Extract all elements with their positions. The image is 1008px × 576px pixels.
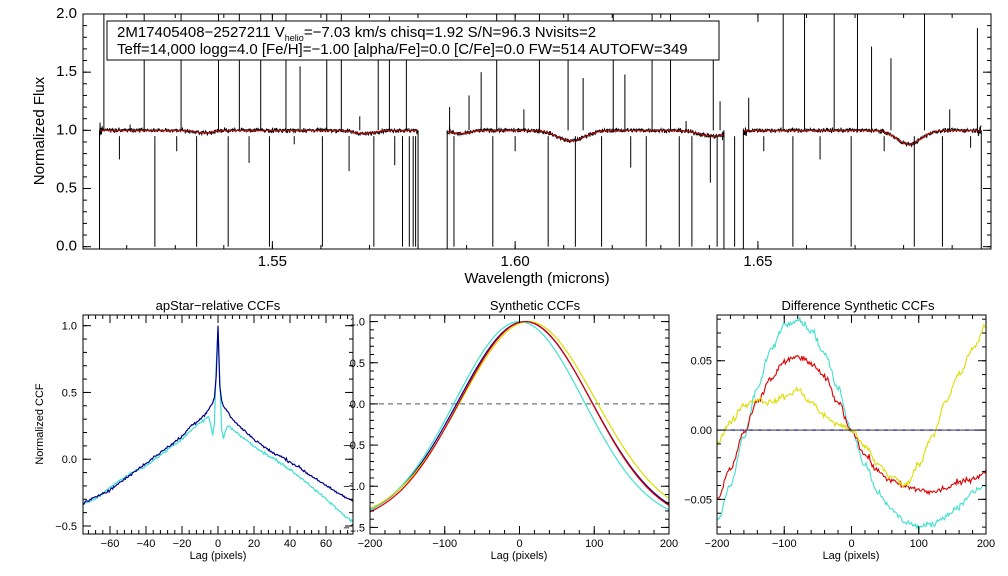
apstar-ccf-axes: −60 −40 −20 0 20 40 60 −0.5 0.0 0.5 1.0	[55, 315, 353, 550]
spectrum-panel: 1.55 1.60 1.65 0.0 0.5 1.0 1.5 2.0 Normalized F…	[31, 5, 992, 287]
difference-ccf-xlabel: Lag (pixels)	[823, 550, 880, 562]
x-tick-label: 40	[284, 538, 296, 550]
spectrum-axes: 1.55 1.60 1.65 0.0 0.5 1.0 1.5 2.0	[56, 5, 991, 270]
legend-box	[106, 20, 720, 61]
difference-ccf-axes: −200 −100 0 100 200 −0.05 0.00 0.05	[684, 315, 995, 550]
synthetic-ccf-frame	[369, 314, 670, 535]
x-tick-label: 0	[848, 538, 854, 550]
x-tick-label: 200	[660, 538, 678, 550]
x-tick-label: −60	[101, 538, 120, 550]
spectrum-frame	[82, 13, 992, 250]
synthetic-ccf-axes: −200 −100 0 100 200 −1.5 −1.0 −0.5 0.0 0.5 1.0	[343, 315, 678, 550]
x-tick-label: −40	[137, 538, 156, 550]
apstar-ccf-plot-area	[83, 325, 353, 523]
apstar-ccf-frame	[82, 314, 354, 535]
y-tick-label: 0.05	[691, 356, 712, 368]
y-tick-label: 1.0	[56, 121, 77, 138]
apstar-ccf-series-line	[83, 325, 353, 505]
y-tick-label: 0.5	[350, 358, 365, 370]
difference-ccf-panel: Difference Synthetic CCFs −200 −100 0 100 20…	[684, 298, 995, 562]
x-tick-label: 200	[977, 538, 995, 550]
spectrum-info-legend: 2M17405408−2527211 Vhelio=−7.03 km/s chi…	[106, 20, 720, 61]
synthetic-ccf-panel: Synthetic CCFs −200 −100 0 100 200 −1.5 −1.0 −0…	[343, 298, 678, 562]
x-tick-label: 100	[585, 538, 603, 550]
y-tick-label: 0.00	[691, 425, 712, 437]
x-tick-label: 100	[910, 538, 928, 550]
y-tick-label: 0.5	[56, 180, 77, 197]
apstar-ccf-ylabel: Normalized CCF	[34, 383, 46, 465]
x-tick-label: −20	[173, 538, 192, 550]
spectrum-ylabel: Normalized Flux	[31, 76, 48, 185]
synthetic-ccf-title: Synthetic CCFs	[490, 298, 581, 313]
x-tick-label: 1.60	[501, 253, 530, 270]
observed-spectrum-line	[742, 125, 982, 148]
y-tick-label: 1.0	[62, 321, 77, 333]
x-tick-label: −200	[358, 538, 383, 550]
model-spectrum-line	[743, 129, 982, 145]
y-tick-label: 0.5	[62, 387, 77, 399]
synthetic-ccf-xlabel: Lag (pixels)	[491, 550, 548, 562]
x-tick-label: 1.65	[743, 253, 772, 270]
spectrum-xlabel: Wavelength (microns)	[464, 270, 609, 287]
y-tick-label: −1.0	[343, 481, 365, 493]
x-tick-label: −100	[772, 538, 797, 550]
y-tick-label: 0.0	[350, 399, 365, 411]
y-tick-label: 2.0	[56, 5, 77, 22]
legend-star-id: 2M17405408−2527211 V	[117, 24, 285, 41]
x-tick-label: 1.55	[258, 253, 287, 270]
y-tick-label: 1.0	[350, 317, 365, 329]
x-tick-label: −200	[705, 538, 730, 550]
apstar-ccf-panel: apStar−relative CCFs −60 −40 −20 0 20 40 60 −0.…	[34, 298, 354, 562]
y-tick-label: −0.5	[343, 440, 365, 452]
y-tick-label: 0.0	[56, 238, 77, 255]
x-tick-label: 60	[320, 538, 332, 550]
legend-line-1: 2M17405408−2527211 Vhelio=−7.03 km/s chi…	[117, 24, 596, 43]
x-tick-label: 0	[215, 538, 221, 550]
apstar-ccf-xlabel: Lag (pixels)	[190, 550, 247, 562]
difference-ccf-title: Difference Synthetic CCFs	[782, 298, 935, 313]
x-tick-label: −100	[432, 538, 457, 550]
apstar-ccf-title: apStar−relative CCFs	[156, 298, 281, 313]
legend-vhelio-sub: helio	[285, 33, 304, 43]
x-tick-label: 0	[516, 538, 522, 550]
legend-line-2: Teff=14,000 logg=4.0 [Fe/H]=−1.00 [alpha…	[117, 41, 688, 58]
x-tick-label: 20	[248, 538, 260, 550]
model-spectrum-line	[99, 129, 419, 135]
y-tick-label: −0.5	[55, 521, 77, 533]
difference-ccf-plot-area	[717, 316, 986, 533]
difference-ccf-frame	[716, 314, 987, 535]
synthetic-ccf-series-line	[370, 320, 669, 509]
y-tick-label: 0.0	[62, 454, 77, 466]
y-tick-label: 1.5	[56, 63, 77, 80]
legend-stats: =−7.03 km/s chisq=1.92 S/N=96.3 Nvisits=…	[304, 24, 596, 41]
difference-ccf-series-line	[717, 323, 986, 488]
model-spectrum-line	[447, 129, 725, 142]
y-tick-label: −1.5	[343, 522, 365, 534]
y-tick-label: −0.05	[684, 494, 712, 506]
